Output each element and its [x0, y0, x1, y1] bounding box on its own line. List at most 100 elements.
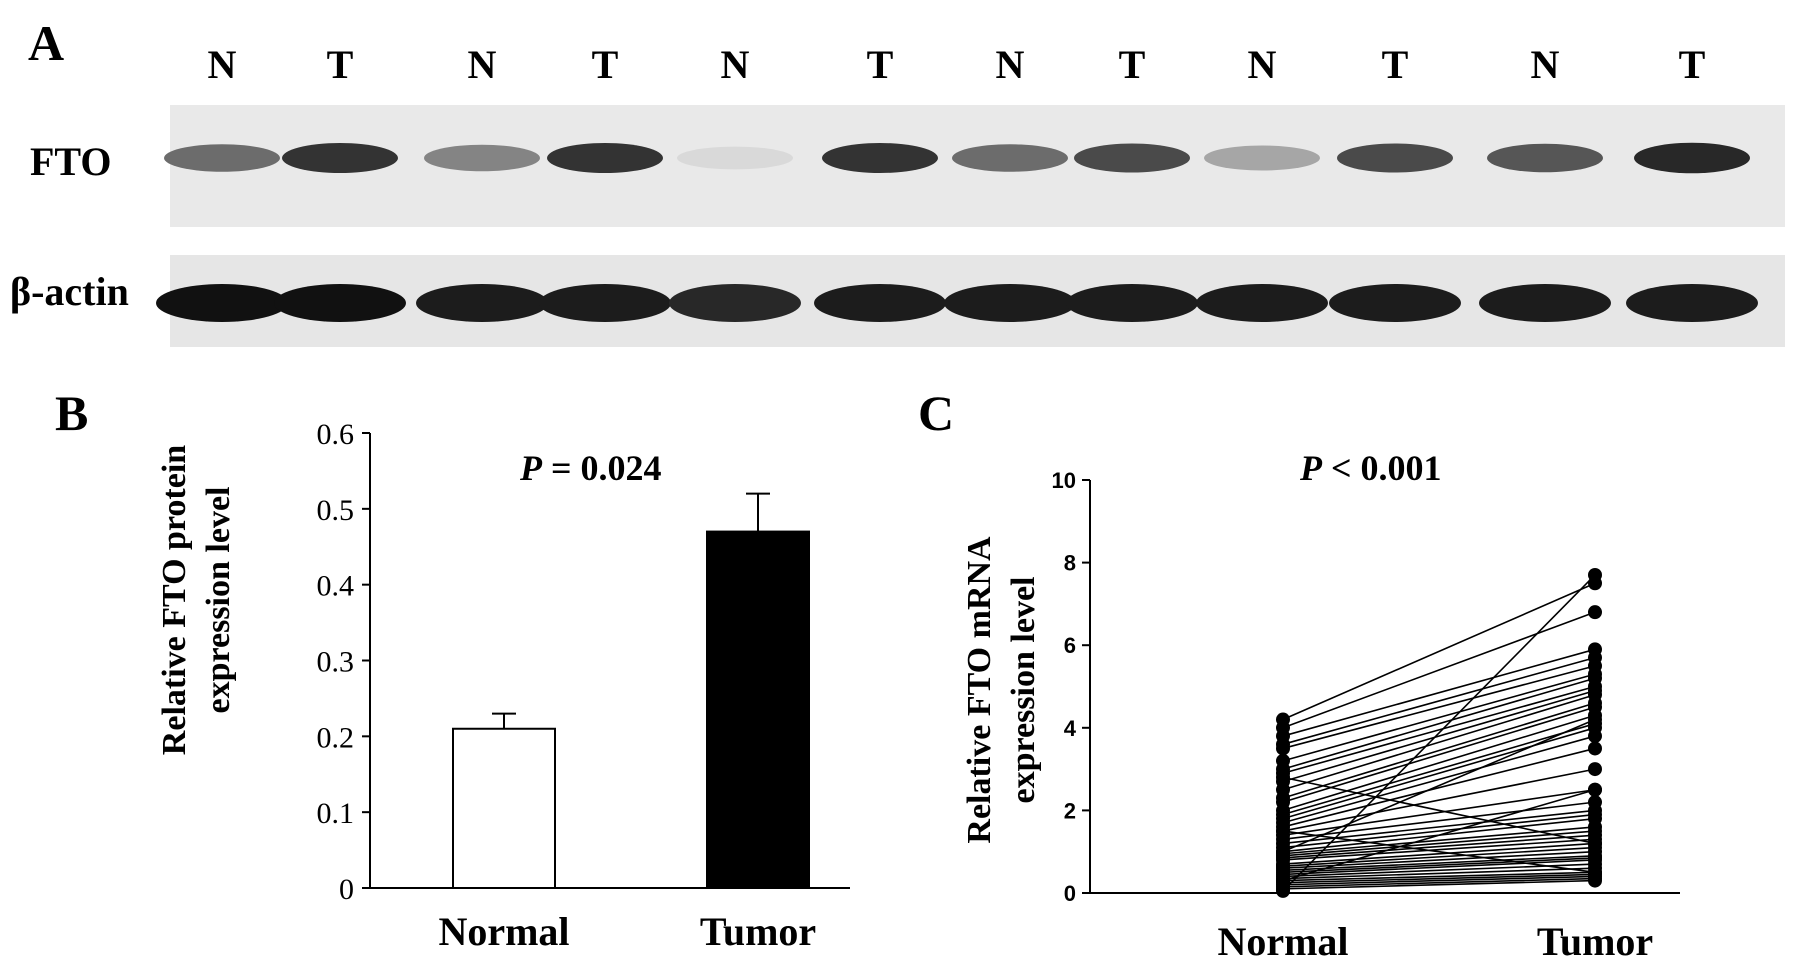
- panel-c-pair-line: [1282, 826, 1596, 855]
- lane-label: N: [468, 42, 497, 87]
- panel-c-pvalue-rest: < 0.001: [1322, 448, 1442, 488]
- panel-c-category-label: Tumor: [1537, 919, 1653, 964]
- panel-c-normal-point: [1276, 873, 1290, 888]
- panel-c-normal-point: [1276, 770, 1290, 785]
- lane-label: N: [208, 42, 237, 87]
- panel-c-pvalue: P < 0.001: [1299, 448, 1442, 488]
- panel-c-y-tick-label: 6: [1064, 633, 1076, 658]
- panel-c-pair-line: [1282, 813, 1596, 849]
- fto-band: [677, 146, 793, 170]
- panel-c-pair-line: [1282, 867, 1596, 880]
- lane-label: T: [867, 42, 894, 87]
- panel-a-western-blot: A N T N T N T N T N T N T FTO β-actin: [10, 15, 1785, 347]
- panel-c-pair-line: [1282, 879, 1596, 890]
- panel-b-ylabel-line1: Relative FTO protein: [156, 445, 193, 755]
- panel-c-tumor-point: [1588, 567, 1602, 582]
- panel-c-normal-point: [1276, 883, 1290, 898]
- panel-a-letter: A: [28, 15, 64, 71]
- panel-c-y-tick-label: 2: [1064, 798, 1076, 823]
- panel-c-pair-line: [1282, 830, 1596, 874]
- panel-c-pair-line: [1282, 677, 1596, 770]
- lane-label: N: [1248, 42, 1277, 87]
- actin-bands: [156, 284, 1758, 322]
- lane-label: T: [1119, 42, 1146, 87]
- panel-c-normal-point: [1276, 741, 1290, 756]
- panel-c-tumor-point: [1588, 712, 1602, 727]
- fto-band: [164, 144, 280, 172]
- panel-c-letter: C: [918, 385, 954, 441]
- fto-row-label: FTO: [30, 139, 112, 184]
- panel-b-ylabel: Relative FTO protein expression level: [156, 445, 237, 755]
- panel-c-pair-line: [1282, 842, 1596, 865]
- actin-band: [1066, 284, 1198, 322]
- panel-c-tumor-point: [1588, 605, 1602, 620]
- panel-c-pair-line: [1282, 838, 1596, 861]
- panel-c-pair-line: [1282, 788, 1596, 836]
- lane-label: T: [1679, 42, 1706, 87]
- panel-b-ylabel-line2: expression level: [200, 487, 237, 714]
- panel-c-pair-line: [1282, 875, 1596, 886]
- panel-b-y-tick-label: 0.5: [317, 494, 355, 527]
- panel-b-y-tick-label: 0.6: [317, 418, 355, 451]
- panel-c-pair-line: [1282, 877, 1596, 888]
- panel-c-pair-line: [1282, 656, 1596, 746]
- panel-c-pair-line: [1282, 582, 1596, 721]
- panel-c-pair-line: [1282, 673, 1596, 762]
- panel-c-y-tick-label: 4: [1064, 716, 1077, 741]
- panel-c-pair-line: [1282, 830, 1596, 857]
- lane-label: T: [327, 42, 354, 87]
- fto-band: [822, 143, 938, 173]
- fto-bands: [164, 142, 1750, 174]
- panel-b-bar-chart: B P = 0.024 Relative FTO protein express…: [55, 385, 850, 954]
- lane-label: T: [592, 42, 619, 87]
- lane-label: N: [721, 42, 750, 87]
- fto-band: [1074, 143, 1190, 173]
- panel-c-pair-line: [1282, 693, 1596, 791]
- panel-c-pair-line: [1282, 706, 1596, 803]
- actin-band: [1626, 284, 1758, 322]
- panel-c-normal-point: [1276, 824, 1290, 839]
- panel-c-pair-line: [1282, 665, 1596, 750]
- fto-band: [952, 144, 1068, 172]
- actin-band: [539, 284, 671, 322]
- panel-c-pair-line: [1282, 857, 1596, 874]
- lane-label: T: [1382, 42, 1409, 87]
- lane-label: N: [1531, 42, 1560, 87]
- panel-c-y-tick-label: 8: [1064, 551, 1076, 576]
- panel-b-y-tick-label: 0.4: [317, 570, 355, 603]
- panel-c-tumor-point: [1588, 865, 1602, 880]
- lane-label: N: [996, 42, 1025, 87]
- panel-c-tumor-point: [1588, 741, 1602, 756]
- actin-band: [1196, 284, 1328, 322]
- panel-b-category-label: Tumor: [700, 909, 816, 954]
- panel-b-bar: [706, 530, 810, 889]
- panel-c-pair-line: [1282, 871, 1596, 882]
- panel-c-pvalue-p: P: [1299, 448, 1323, 488]
- panel-c-pair-line: [1282, 722, 1596, 816]
- panel-c-pair-line: [1282, 747, 1596, 828]
- panel-c-pair-line: [1282, 768, 1596, 832]
- panel-b-plot-area: 0 0.1 0.2 0.3 0.4 0.5 0.6 Normal Tumor: [317, 418, 850, 954]
- fto-band: [1204, 145, 1320, 171]
- fto-band: [1487, 143, 1603, 173]
- panel-c-pair-line: [1282, 735, 1596, 824]
- actin-band: [944, 284, 1076, 322]
- actin-band: [1329, 284, 1461, 322]
- panel-c-plot-area: 0 2 4 6 8 10 Normal Tumor: [1052, 468, 1680, 964]
- panel-c-pair-line: [1282, 873, 1596, 884]
- panel-b-y-tick-label: 0.3: [317, 646, 355, 679]
- panel-c-normal-point: [1276, 844, 1290, 859]
- panel-c-pair-line: [1282, 859, 1596, 876]
- fto-band: [282, 143, 398, 173]
- panel-c-category-label: Normal: [1217, 919, 1348, 964]
- panel-c-tumor-point: [1588, 782, 1602, 797]
- panel-b-y-tick-label: 0.1: [317, 797, 355, 830]
- panel-c-pair-line: [1282, 714, 1596, 812]
- panel-c-pair-line: [1282, 855, 1596, 872]
- panel-c-pair-line: [1282, 776, 1596, 845]
- fto-band: [424, 144, 540, 172]
- panel-c-ylabel: Relative FTO mRNA expression level: [961, 536, 1042, 844]
- actin-band: [814, 284, 946, 322]
- panel-c-y-tick-label: 10: [1052, 468, 1076, 493]
- panel-b-pvalue: P = 0.024: [519, 448, 662, 488]
